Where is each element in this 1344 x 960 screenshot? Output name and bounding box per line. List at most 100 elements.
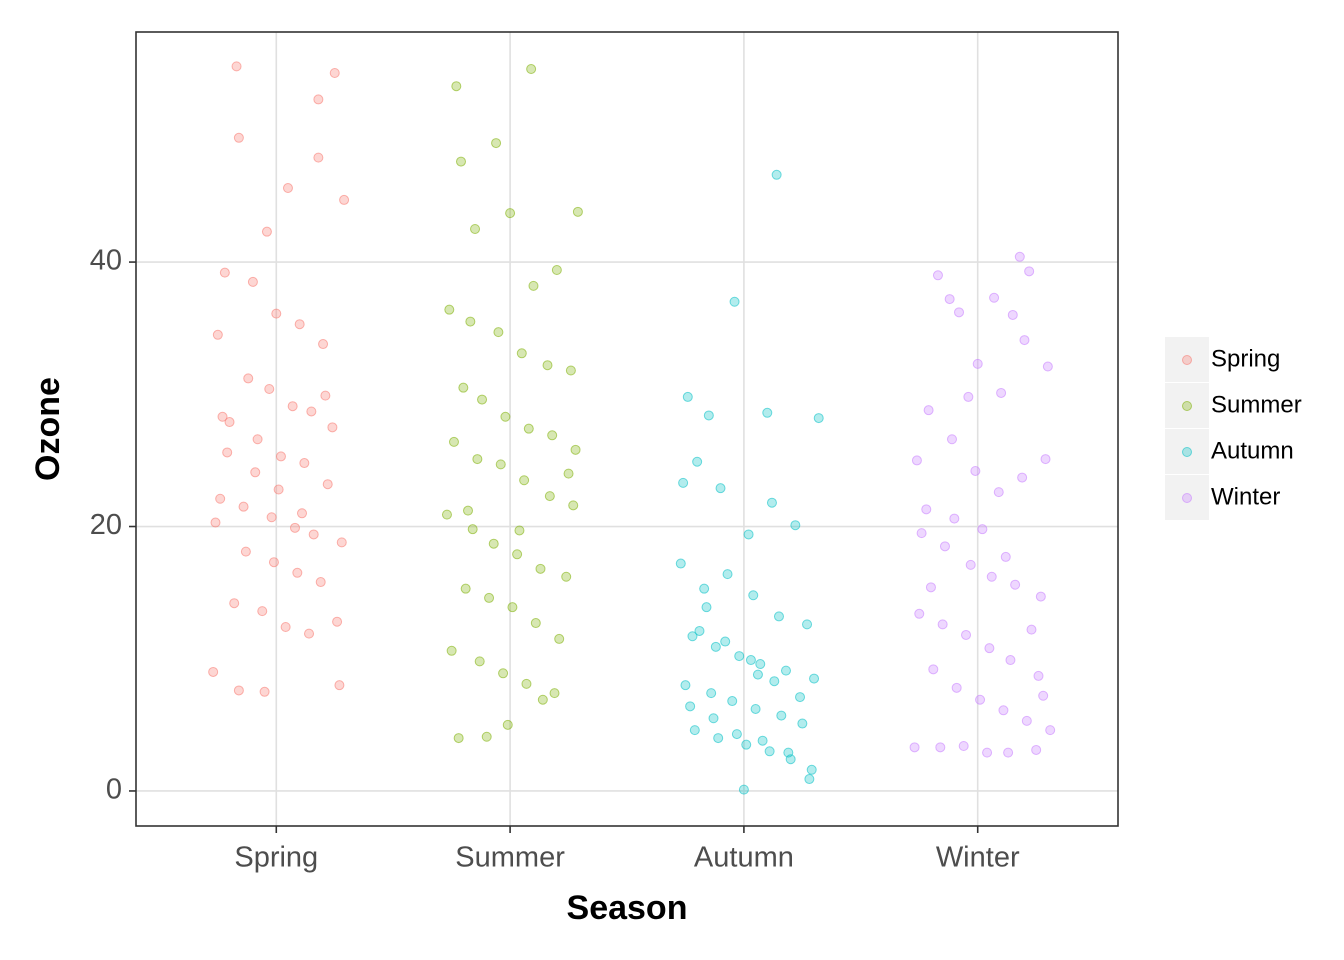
- legend-key: [1165, 383, 1209, 428]
- point: [731, 729, 742, 740]
- legend-label: Winter: [1211, 483, 1280, 510]
- point: [722, 569, 733, 580]
- point: [336, 537, 347, 548]
- point: [287, 401, 298, 412]
- point: [516, 348, 527, 359]
- point: [280, 622, 291, 633]
- legend-symbol: [1182, 401, 1192, 411]
- point: [961, 629, 972, 640]
- point: [1040, 454, 1051, 465]
- point: [1003, 747, 1014, 758]
- point: [551, 265, 562, 276]
- point: [755, 659, 766, 670]
- x-axis-title: Season: [567, 889, 688, 927]
- point: [210, 517, 221, 528]
- point: [972, 358, 983, 369]
- legend-symbol: [1182, 493, 1192, 503]
- point: [925, 582, 936, 593]
- point: [547, 430, 558, 441]
- point: [257, 606, 268, 617]
- point: [1021, 715, 1032, 726]
- point: [745, 655, 756, 666]
- point: [720, 636, 731, 647]
- point: [970, 465, 981, 476]
- point: [795, 692, 806, 703]
- point: [963, 391, 974, 402]
- point: [741, 739, 752, 750]
- point: [339, 194, 350, 205]
- point: [692, 456, 703, 467]
- point: [229, 598, 240, 609]
- point: [708, 713, 719, 724]
- point: [949, 513, 960, 524]
- point: [320, 390, 331, 401]
- point: [318, 339, 329, 350]
- point: [1024, 266, 1035, 277]
- point: [1033, 670, 1044, 681]
- point: [685, 701, 696, 712]
- point: [762, 407, 773, 418]
- point: [535, 563, 546, 574]
- point: [332, 616, 343, 627]
- point: [521, 678, 532, 689]
- point: [231, 61, 242, 72]
- point: [694, 625, 705, 636]
- point: [975, 694, 986, 705]
- point: [505, 208, 516, 219]
- point: [937, 619, 948, 630]
- point: [470, 224, 481, 235]
- plot-border: [135, 31, 1119, 827]
- point: [809, 673, 820, 684]
- point: [530, 618, 541, 629]
- point: [313, 152, 324, 163]
- point: [334, 680, 345, 691]
- point: [523, 423, 534, 434]
- point: [308, 529, 319, 540]
- x-tick-label: Winter: [936, 842, 1020, 874]
- point: [512, 549, 523, 560]
- point: [1014, 251, 1025, 262]
- point: [1026, 624, 1037, 635]
- point: [493, 327, 504, 338]
- point: [958, 741, 969, 752]
- point: [329, 67, 340, 78]
- point: [713, 733, 724, 744]
- point: [750, 703, 761, 714]
- point: [804, 774, 815, 785]
- point: [259, 686, 270, 697]
- point: [542, 360, 553, 371]
- point: [1005, 655, 1016, 666]
- point: [477, 394, 488, 405]
- point: [1038, 690, 1049, 701]
- point: [563, 468, 574, 479]
- point: [1017, 472, 1028, 483]
- point: [699, 583, 710, 594]
- point: [1035, 591, 1046, 602]
- point: [544, 491, 555, 502]
- point: [1019, 335, 1030, 346]
- point: [703, 410, 714, 421]
- point: [537, 694, 548, 705]
- point: [706, 688, 717, 699]
- point: [219, 267, 230, 278]
- y-axis-title: Ozone: [29, 377, 67, 481]
- point: [451, 81, 462, 92]
- point: [481, 731, 492, 742]
- point: [738, 784, 749, 795]
- point: [514, 525, 525, 536]
- point: [806, 764, 817, 775]
- point: [266, 512, 277, 523]
- point: [491, 138, 502, 149]
- point: [243, 373, 254, 384]
- point: [261, 226, 272, 237]
- point: [996, 387, 1007, 398]
- point: [729, 296, 740, 307]
- x-tick-label: Autumn: [694, 842, 794, 874]
- point: [764, 746, 775, 757]
- point: [928, 664, 939, 675]
- point: [498, 668, 509, 679]
- point: [252, 434, 263, 445]
- legend-symbol: [1182, 355, 1192, 365]
- point: [217, 411, 228, 422]
